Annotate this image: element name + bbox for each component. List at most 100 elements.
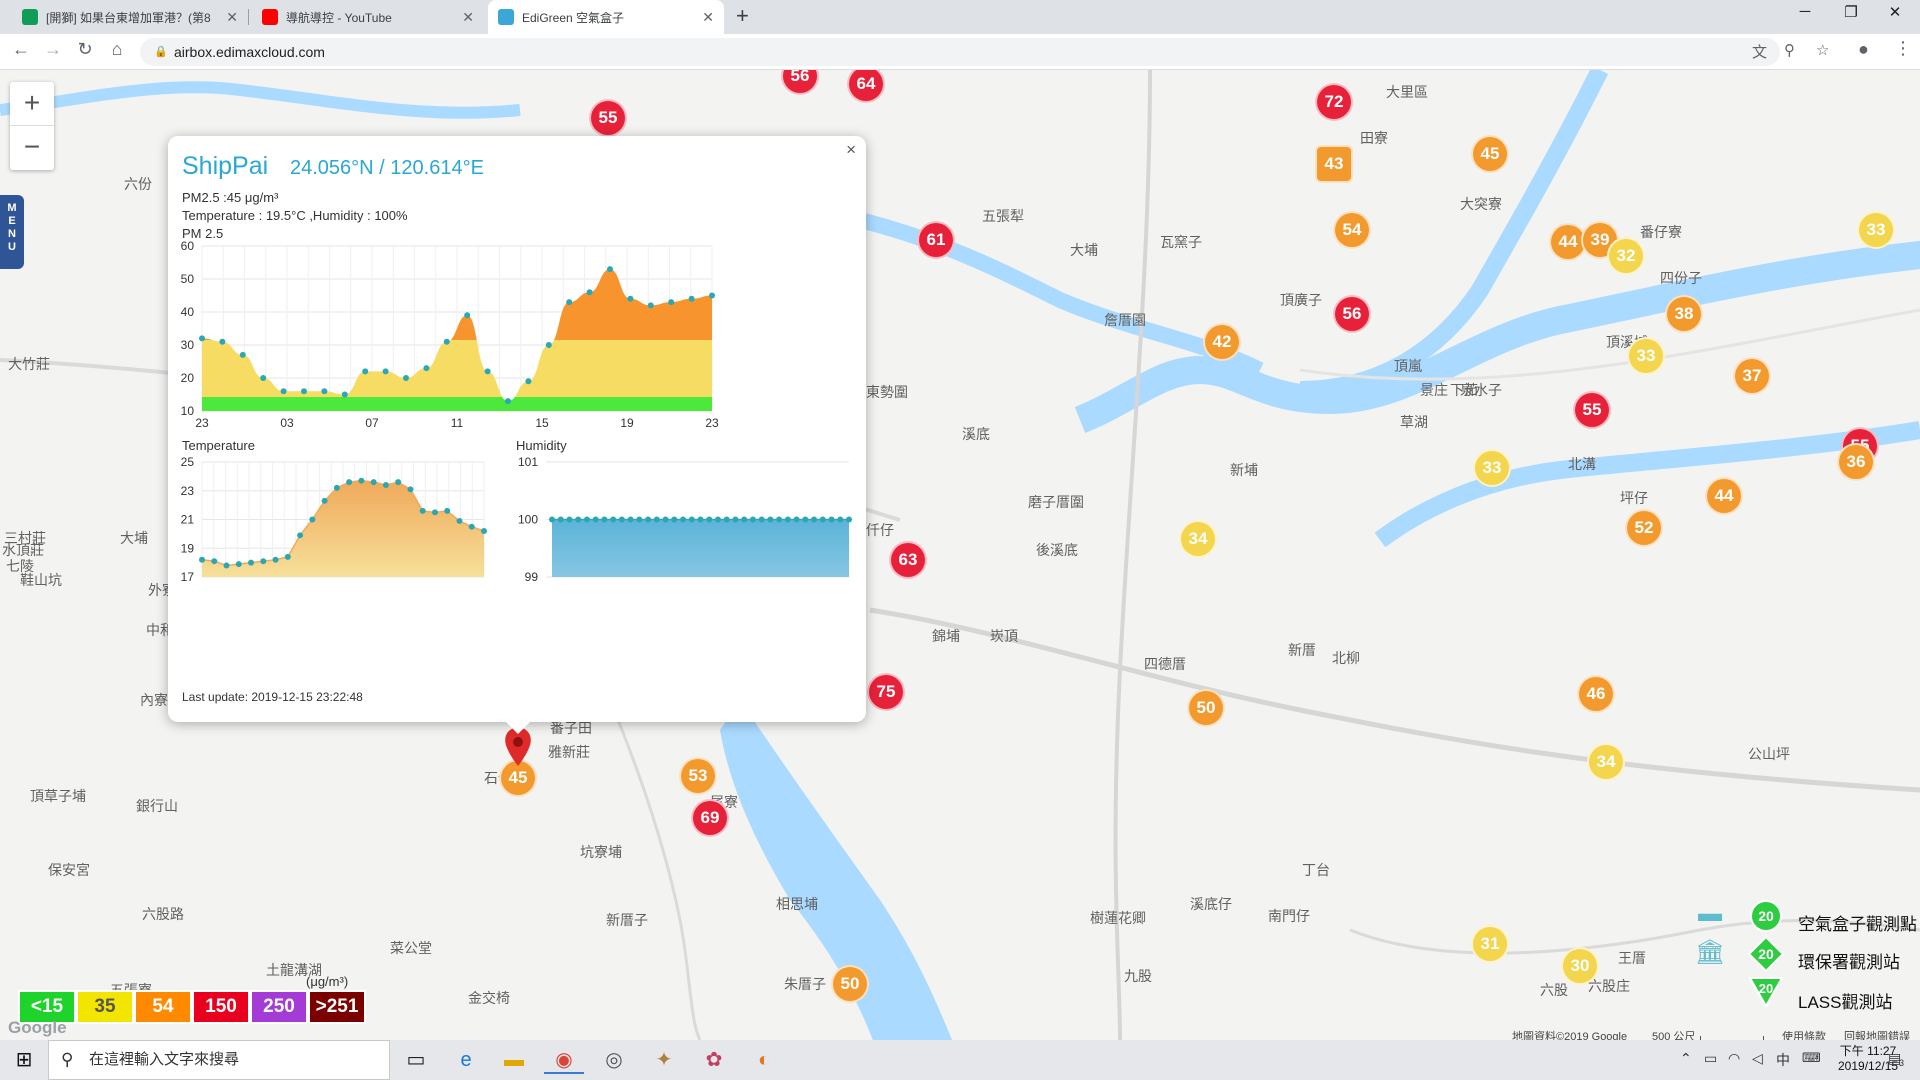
menu-tab[interactable]: M E N U [0, 195, 24, 269]
pm25-point [586, 289, 593, 296]
close-tab-icon[interactable]: ✕ [702, 8, 714, 25]
station-marker[interactable]: 43 [1315, 145, 1353, 183]
app-taskbar-icon[interactable]: ◎ [605, 1049, 623, 1071]
pm25-point [668, 299, 675, 306]
zoom-in-button[interactable]: + [10, 82, 54, 126]
home-icon[interactable]: ⌂ [111, 39, 123, 59]
station-marker[interactable]: 72 [1315, 83, 1353, 121]
station-marker[interactable]: 31 [1471, 925, 1509, 963]
browser-menu-icon[interactable]: ⋮ [1894, 38, 1912, 58]
river-main [1074, 241, 1920, 433]
station-marker[interactable]: 44 [1705, 477, 1743, 515]
place-label: 仟仔 [866, 522, 894, 538]
battery-icon[interactable]: ▭ [1704, 1050, 1718, 1066]
data-point [592, 516, 599, 523]
station-marker[interactable]: 33 [1857, 211, 1895, 249]
data-point [610, 516, 617, 523]
station-marker[interactable]: 52 [1625, 509, 1663, 547]
station-marker[interactable]: 50 [1187, 689, 1225, 727]
station-marker[interactable]: 42 [1203, 323, 1241, 361]
station-marker[interactable]: 56 [1333, 295, 1371, 333]
tab-news[interactable]: [開獅] 如果台東增加軍港？(第8 ✕ [12, 0, 248, 34]
report-error-link[interactable]: 回報地圖錯誤 [1844, 1031, 1910, 1040]
app-taskbar-icon[interactable]: ✿ [705, 1049, 723, 1071]
data-point [321, 497, 328, 504]
address-bar[interactable]: 🔒 airbox.edimaxcloud.com [140, 38, 1780, 66]
road-southeast [1349, 919, 1920, 955]
notification-icon[interactable]: ▤ 3 [1888, 1050, 1905, 1068]
data-point [468, 523, 475, 530]
windows-start-icon[interactable]: ⊞ [15, 1049, 33, 1071]
station-marker[interactable]: 38 [1665, 295, 1703, 333]
station-marker[interactable]: 32 [1607, 237, 1645, 275]
pm25-point [382, 368, 389, 375]
station-marker[interactable]: 33 [1473, 449, 1511, 487]
station-marker[interactable]: 50 [831, 965, 869, 1003]
y-tick-label: 21 [181, 513, 195, 527]
volume-icon[interactable]: ◁ [1752, 1050, 1763, 1066]
y-tick-label: 10 [181, 404, 195, 418]
station-marker[interactable]: 55 [589, 99, 627, 137]
close-window-button[interactable]: ✕ [1888, 4, 1902, 21]
blender-taskbar-icon[interactable]: ◐ [757, 1049, 771, 1071]
wifi-icon[interactable]: ◠ [1728, 1050, 1741, 1066]
new-tab-button[interactable]: + [736, 3, 749, 28]
station-marker[interactable]: 64 [847, 70, 885, 103]
x-tick-label: 11 [451, 416, 464, 430]
station-coordinates: 24.056°N / 120.614°E [290, 157, 484, 179]
forward-icon[interactable]: → [44, 39, 62, 59]
taskbar-search-box[interactable]: ⚲ 在這裡輸入文字來搜尋 [48, 1040, 390, 1080]
bookmark-star-icon[interactable]: ☆ [1816, 42, 1830, 59]
popup-close-button[interactable]: × [846, 140, 856, 159]
pm25-point [709, 292, 715, 299]
place-label: 六股 [1540, 982, 1568, 998]
station-marker[interactable]: 54 [1333, 211, 1371, 249]
station-marker[interactable]: 69 [691, 799, 729, 837]
data-point [662, 516, 669, 523]
app-taskbar-icon[interactable]: ✦ [655, 1049, 673, 1071]
zoom-out-button[interactable]: − [23, 131, 41, 162]
place-label: 內寮 [140, 692, 168, 708]
station-marker[interactable]: 46 [1577, 675, 1615, 713]
tab-news-favicon-icon [22, 9, 38, 25]
station-marker[interactable]: 30 [1561, 947, 1599, 985]
zoom-icon[interactable]: ⚲ [1784, 42, 1795, 59]
keyboard-layout-icon[interactable]: ⌨ [1802, 1050, 1821, 1065]
chrome-taskbar-icon[interactable]: ◉ [544, 1046, 584, 1074]
data-point [723, 516, 730, 523]
station-marker[interactable]: 55 [1573, 391, 1611, 429]
minimize-button[interactable]: ─ [1799, 3, 1811, 20]
temperature-humidity-reading: Temperature : 19.5°C ,Humidity : 100% [182, 208, 408, 223]
close-tab-icon[interactable]: ✕ [226, 8, 238, 25]
tab-edigreen[interactable]: EdiGreen 空氣盒子 ✕ [488, 0, 724, 34]
tab-youtube[interactable]: 導航導控 - YouTube ✕ [252, 0, 484, 34]
map-canvas[interactable]: 大里區 田寮 大突寮 五張犁 瓦窯子 詹厝園 頂廣子 下茄 頂溪城 四份子 番仔寮 頂嵐 泉水子 草湖 景庄… [0, 70, 1920, 1040]
station-marker[interactable]: 36 [1837, 443, 1875, 481]
terms-link[interactable]: 使用條款 [1782, 1031, 1826, 1040]
ime-icon[interactable]: 中 [1776, 1052, 1790, 1068]
last-update: Last update: 2019-12-15 23:22:48 [182, 690, 363, 704]
station-marker[interactable]: 37 [1733, 357, 1771, 395]
task-view-icon[interactable]: ▭ [406, 1049, 426, 1071]
file-explorer-icon[interactable]: ▬ [504, 1049, 524, 1071]
tray-expand-icon[interactable]: ⌃ [1680, 1050, 1692, 1066]
river-west [0, 81, 521, 119]
back-icon[interactable]: ← [12, 39, 30, 59]
taskbar-clock[interactable]: 下午 11:27 2019/12/15 [1838, 1044, 1898, 1074]
station-marker[interactable]: 53 [679, 757, 717, 795]
restore-button[interactable]: ❐ [1844, 4, 1858, 21]
station-marker[interactable]: 33 [1627, 337, 1665, 375]
station-marker[interactable]: 45 [1471, 135, 1509, 173]
station-marker[interactable]: 75 [867, 673, 905, 711]
y-tick-label: 99 [525, 570, 539, 584]
station-marker[interactable]: 34 [1587, 743, 1625, 781]
translate-icon[interactable]: 文 [1752, 44, 1768, 61]
close-tab-icon[interactable]: ✕ [462, 8, 474, 25]
station-marker[interactable]: 61 [917, 221, 955, 259]
station-marker[interactable]: 34 [1179, 520, 1217, 558]
x-tick-label: 19 [620, 416, 634, 430]
account-icon[interactable]: ● [1858, 39, 1869, 59]
reload-icon[interactable]: ↻ [77, 39, 93, 59]
edge-browser-icon[interactable]: e [460, 1049, 472, 1071]
station-marker[interactable]: 63 [889, 541, 927, 579]
